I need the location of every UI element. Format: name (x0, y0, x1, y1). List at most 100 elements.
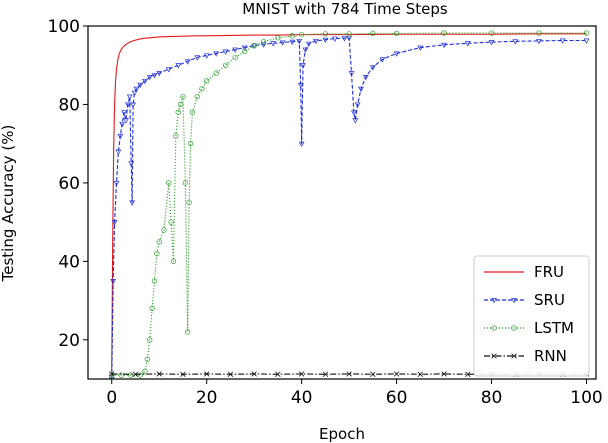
data-point-sru (126, 94, 133, 100)
data-point-lstm (346, 31, 352, 37)
data-point-rnn (465, 371, 471, 377)
data-point-sru (151, 73, 158, 79)
legend-marker-lstm (491, 325, 497, 331)
series-lstm (109, 30, 590, 378)
data-point-sru (194, 55, 201, 61)
legend-marker-rnn (511, 353, 517, 359)
data-point-rnn (275, 371, 281, 377)
data-point-sru (142, 78, 148, 85)
legend-marker-lstm (511, 325, 517, 331)
data-point-sru (331, 36, 338, 42)
legend-label-sru: SRU (534, 291, 565, 309)
data-point-sru (119, 122, 126, 128)
series-line-lstm (111, 32, 587, 376)
legend: FRU SRU LSTM RNN (473, 255, 590, 377)
data-point-sru (297, 82, 304, 89)
data-point-lstm (536, 30, 542, 36)
data-point-lstm (151, 278, 158, 284)
data-point-sru (296, 38, 303, 45)
y-tick-label: 40 (58, 252, 80, 272)
legend-label-fru: FRU (534, 263, 564, 281)
legend-marker-sru (511, 298, 517, 304)
series-line-fru (111, 33, 587, 372)
data-point-sru (512, 39, 519, 45)
data-point-sru (305, 41, 312, 47)
data-point-lstm (109, 372, 115, 378)
data-point-sru (222, 49, 229, 55)
data-point-rnn (109, 371, 115, 377)
data-point-sru (289, 39, 296, 46)
data-point-rnn (227, 371, 234, 377)
series-fru (111, 33, 587, 372)
data-point-lstm (177, 101, 184, 108)
x-tick-label: 40 (291, 388, 313, 408)
data-point-rnn (156, 371, 162, 377)
data-point-sru (298, 141, 305, 147)
data-point-sru (302, 47, 309, 53)
data-point-lstm (142, 368, 148, 374)
data-point-sru (137, 82, 144, 89)
data-point-rnn (204, 371, 210, 377)
y-axis-title: Testing Accuracy (%) (0, 125, 17, 283)
plot-frame (87, 25, 597, 380)
data-point-sru (165, 67, 172, 73)
legend-label-rnn: RNN (534, 347, 567, 365)
y-tick-label: 20 (58, 331, 80, 351)
data-point-lstm (289, 33, 295, 39)
x-tick-label: 20 (196, 388, 218, 408)
data-point-lstm (223, 62, 229, 68)
chart-title: MNIST with 784 Time Steps (242, 0, 448, 18)
x-tick-label: 100 (570, 388, 602, 408)
data-point-sru (559, 38, 566, 44)
x-tick-label: 60 (386, 388, 408, 408)
data-point-sru (488, 40, 495, 46)
data-point-lstm (275, 35, 281, 41)
data-point-sru (358, 86, 364, 93)
data-point-lstm (251, 42, 257, 49)
data-point-lstm (166, 180, 172, 186)
data-point-rnn (180, 371, 186, 377)
data-point-sru (113, 180, 120, 187)
data-point-sru (341, 36, 348, 42)
data-point-sru (121, 110, 127, 116)
data-point-rnn (441, 371, 447, 377)
data-point-sru (379, 57, 386, 63)
data-point-sru (123, 118, 129, 124)
data-point-sru (322, 37, 329, 44)
data-point-rnn (298, 371, 305, 377)
data-point-lstm (180, 93, 186, 100)
data-point-sru (241, 45, 248, 51)
data-point-rnn (346, 371, 352, 377)
data-point-sru (270, 41, 277, 47)
data-point-lstm (232, 54, 238, 61)
data-point-sru (352, 118, 359, 124)
data-point-sru (260, 42, 267, 48)
data-point-sru (124, 102, 131, 108)
data-point-lstm (144, 356, 150, 363)
data-point-lstm (199, 86, 205, 92)
data-point-lstm (175, 109, 181, 115)
data-point-sru (536, 38, 542, 45)
data-point-lstm (170, 258, 177, 264)
data-point-lstm (161, 227, 167, 233)
data-point-sru (350, 110, 357, 116)
data-point-sru (354, 102, 361, 108)
data-point-lstm (488, 30, 495, 36)
data-point-sru (300, 63, 306, 69)
y-tick-label: 60 (58, 174, 80, 194)
data-point-rnn (370, 371, 376, 377)
x-tick-label: 0 (106, 388, 117, 408)
data-point-lstm (583, 30, 590, 36)
data-point-sru (110, 278, 117, 285)
data-point-rnn (417, 371, 424, 377)
data-point-lstm (322, 31, 329, 37)
data-point-sru (130, 102, 136, 108)
data-point-lstm (370, 30, 376, 37)
x-tick-label: 80 (481, 388, 503, 408)
data-point-sru (203, 53, 210, 59)
data-point-sru (232, 47, 239, 53)
data-point-lstm (213, 70, 219, 76)
data-point-lstm (261, 39, 267, 45)
data-point-rnn (322, 371, 329, 377)
